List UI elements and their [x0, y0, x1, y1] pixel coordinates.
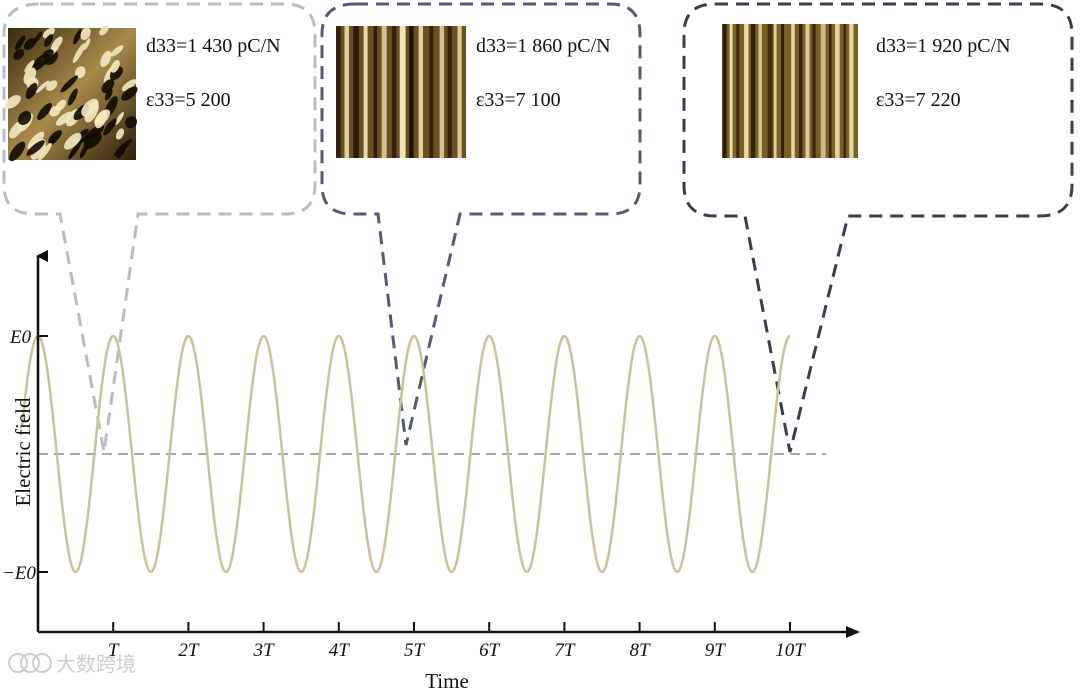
x-tick-label: 8T [630, 640, 652, 661]
series-electric-field [20, 334, 791, 574]
callout-1-d33: d33=1 430 pC/N [146, 35, 281, 57]
y-axis-title: Electric field [11, 397, 35, 507]
callout-2-d33: d33=1 860 pC/N [476, 35, 611, 57]
afm-image-3 [722, 24, 858, 158]
callout-3: d33=1 920 pC/N ε33=7 220 [682, 2, 1074, 453]
x-tick-label: 7T [554, 640, 576, 661]
callout-1: d33=1 430 pC/N ε33=5 200 [2, 2, 317, 453]
x-tick-label: 3T [253, 640, 276, 661]
callout-2: d33=1 860 pC/N ε33=7 100 [320, 2, 642, 446]
y-tick-label-e0: E0 [9, 327, 32, 348]
watermark-text: 大数跨境 [56, 652, 136, 676]
x-tick-label: 5T [404, 640, 426, 661]
x-tick-label: 2T [178, 640, 200, 661]
y-tick-label-neg-e0: −E0 [2, 563, 36, 584]
callout-2-eps33: ε33=7 100 [476, 89, 561, 111]
watermark-icon [8, 653, 28, 673]
afm-image-2 [336, 26, 466, 158]
x-axis-title: Time [425, 669, 469, 690]
x-ticks: T 2T 3T 4T 5T 6T 7T 8T 9T 10T [108, 622, 806, 661]
x-tick-label: 4T [329, 640, 351, 661]
x-tick-label: 6T [479, 640, 501, 661]
callout-1-eps33: ε33=5 200 [146, 89, 231, 111]
callout-3-d33: d33=1 920 pC/N [876, 35, 1011, 57]
x-tick-label: 9T [705, 640, 727, 661]
watermark: 大数跨境 [8, 652, 136, 676]
afm-image-1 [4, 24, 138, 162]
x-tick-label: 10T [775, 640, 806, 661]
x-tick-label: T [108, 640, 120, 661]
callout-3-eps33: ε33=7 220 [876, 89, 961, 111]
